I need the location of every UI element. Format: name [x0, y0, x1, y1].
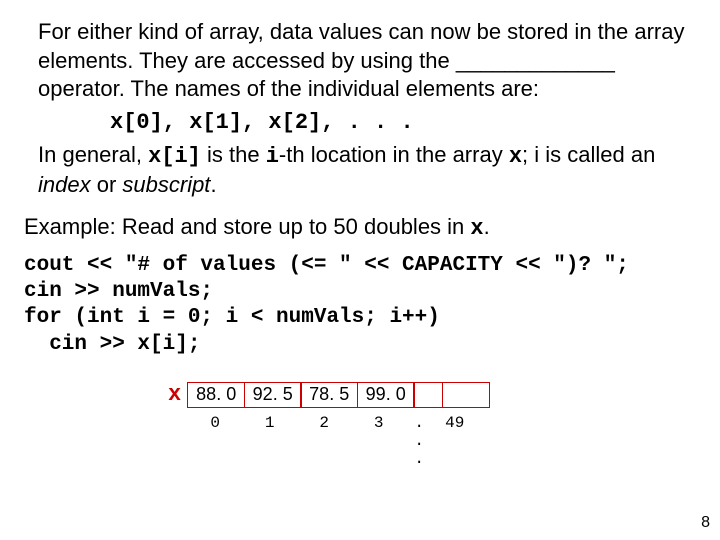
array-element-names: x[0], x[1], x[2], . . . — [110, 110, 690, 135]
array-index-ellipsis: . . . — [405, 414, 433, 468]
text: or — [91, 172, 123, 197]
array-cell: 78. 5 — [300, 382, 358, 408]
array-index-row: 0 1 2 3 . . . 49 — [187, 414, 490, 468]
code-xi: x[i] — [148, 144, 201, 169]
array-label-x: x — [168, 382, 181, 407]
code-x: x — [470, 216, 483, 241]
text: Example: Read and store up to 50 doubles… — [24, 214, 470, 239]
array-cells-row: 88. 0 92. 5 78. 5 99. 0 — [187, 382, 490, 408]
array-cell: 92. 5 — [244, 382, 302, 408]
array-index: 0 — [187, 414, 243, 468]
array-cell-empty — [413, 382, 443, 408]
text: is the — [201, 142, 266, 167]
array-index: 49 — [432, 414, 478, 468]
intro-paragraph: For either kind of array, data values ca… — [38, 18, 690, 104]
page-number: 8 — [701, 514, 710, 532]
text: In general, — [38, 142, 148, 167]
code-block: cout << "# of values (<= " << CAPACITY <… — [24, 253, 690, 358]
text: . — [484, 214, 490, 239]
text: -th location in the array — [279, 142, 509, 167]
array-cell: 99. 0 — [357, 382, 415, 408]
array-index: 2 — [296, 414, 352, 468]
term-index: index — [38, 172, 91, 197]
array-cell-empty — [442, 382, 490, 408]
text: . — [210, 172, 216, 197]
example-heading: Example: Read and store up to 50 doubles… — [24, 214, 690, 241]
code-i: i — [266, 144, 279, 169]
term-subscript: subscript — [122, 172, 210, 197]
text: ; i is called an — [522, 142, 655, 167]
array-index: 3 — [351, 414, 407, 468]
index-paragraph: In general, x[i] is the i-th location in… — [38, 141, 690, 200]
array-cell: 88. 0 — [187, 382, 245, 408]
array-index: 1 — [242, 414, 298, 468]
array-visualization: x 88. 0 92. 5 78. 5 99. 0 0 1 2 3 . . . … — [168, 382, 690, 468]
code-x: x — [509, 144, 522, 169]
